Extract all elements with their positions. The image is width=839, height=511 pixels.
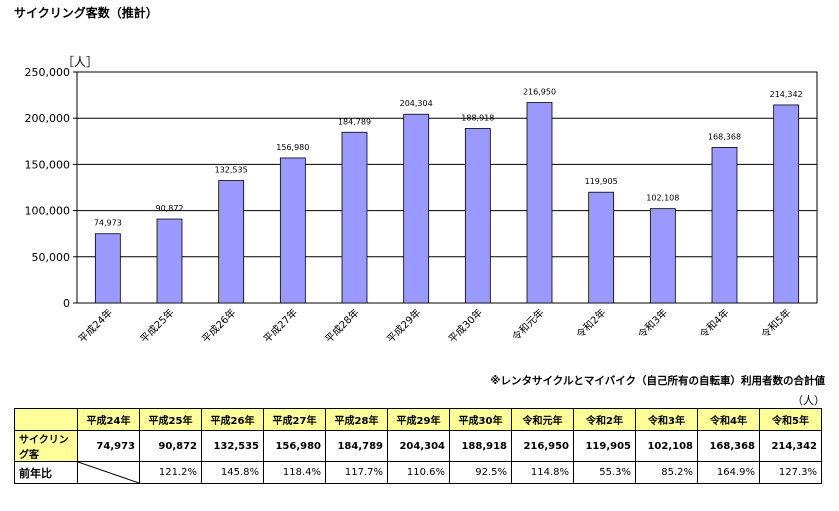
x-tick-label: 平成27年 bbox=[261, 306, 300, 345]
bar bbox=[526, 102, 553, 304]
y-axis-unit: ［人］ bbox=[62, 55, 98, 69]
table-cell-visitors: 90,872 bbox=[139, 430, 202, 462]
bar bbox=[403, 113, 430, 304]
data-labels: 74,973 90,872 132,535 156,980 184,789 204,304… bbox=[94, 88, 803, 228]
table-header-cell: 平成27年 bbox=[263, 408, 326, 431]
bar bbox=[341, 131, 368, 304]
table-header-cell: 平成28年 bbox=[325, 408, 388, 431]
data-label: 74,973 bbox=[94, 219, 122, 228]
table-cell-visitors: 74,973 bbox=[77, 430, 140, 462]
table-header-cell: 平成24年 bbox=[77, 408, 140, 431]
data-label: 214,342 bbox=[770, 90, 803, 99]
table-cell-yoy: 55.3% bbox=[573, 461, 636, 484]
table-cell-yoy: 92.5% bbox=[449, 461, 512, 484]
row-label-visitors: サイクリング客 bbox=[14, 430, 78, 462]
bar bbox=[218, 180, 245, 304]
table-cell-visitors: 119,905 bbox=[573, 430, 636, 462]
bar bbox=[588, 191, 615, 304]
data-label: 119,905 bbox=[585, 177, 618, 186]
table-row-visitors: サイクリング客 74,973 90,872 132,535 156,980 184,78… bbox=[14, 430, 822, 462]
table-cell-visitors: 214,342 bbox=[759, 430, 822, 462]
y-tick-label: 50,000 bbox=[32, 251, 71, 264]
bar bbox=[711, 147, 738, 304]
table-cell-visitors: 184,789 bbox=[325, 430, 388, 462]
table-unit: （人） bbox=[792, 394, 825, 407]
data-label: 168,368 bbox=[708, 132, 741, 141]
table-header-cell: 令和4年 bbox=[697, 408, 760, 431]
x-tick-label: 令和5年 bbox=[758, 306, 793, 341]
data-label: 132,535 bbox=[215, 166, 248, 175]
table-header-row: 平成24年 平成25年 平成26年 平成27年 平成28年 平成29年 平成30年 令和元年令… bbox=[14, 408, 822, 431]
x-tick-label: 平成28年 bbox=[322, 306, 361, 345]
table-cell-yoy: 118.4% bbox=[263, 461, 326, 484]
table-cell-yoy: 127.3% bbox=[759, 461, 822, 484]
table-cell-visitors: 204,304 bbox=[387, 430, 450, 462]
data-label: 90,872 bbox=[156, 204, 184, 213]
x-tick-label: 平成26年 bbox=[199, 306, 238, 345]
x-tick-label: 令和4年 bbox=[697, 306, 732, 341]
bar-chart: 0 50,000 100,000 150,000 200,000 250,000 平成24… bbox=[25, 55, 818, 345]
gridlines bbox=[73, 71, 817, 304]
table-cell-visitors: 156,980 bbox=[263, 430, 326, 462]
bar bbox=[156, 218, 183, 304]
x-tick-label: 令和2年 bbox=[573, 306, 608, 341]
table-header-cell: 平成26年 bbox=[201, 408, 264, 431]
y-tick-label: 0 bbox=[63, 297, 70, 310]
table-row-yoy: 前年比 121.2% 145.8% 118.4% 117.7% 110.6% 92.5% 1… bbox=[14, 461, 822, 484]
table-header-cell: 令和5年 bbox=[759, 408, 822, 431]
table-corner-cell bbox=[14, 408, 78, 431]
data-label: 156,980 bbox=[276, 143, 309, 152]
table-header-cell: 令和3年 bbox=[635, 408, 698, 431]
bar bbox=[279, 157, 306, 304]
plot-area bbox=[76, 71, 818, 304]
bar bbox=[649, 208, 676, 304]
x-tick-label: 平成29年 bbox=[384, 306, 423, 345]
data-label: 102,108 bbox=[646, 194, 679, 203]
y-tick-label: 250,000 bbox=[25, 66, 71, 79]
table-header-cell: 平成29年 bbox=[387, 408, 450, 431]
x-tick-label: 平成30年 bbox=[446, 306, 485, 345]
table-header-cell: 令和2年 bbox=[573, 408, 636, 431]
data-label: 204,304 bbox=[400, 99, 433, 108]
diagonal-line bbox=[78, 462, 139, 483]
data-label: 184,789 bbox=[338, 117, 371, 126]
chart-title: サイクリング客数（推計） bbox=[14, 6, 158, 20]
table-header-cell: 平成25年 bbox=[139, 408, 202, 431]
table-cell-yoy: 85.2% bbox=[635, 461, 698, 484]
table-cell-yoy: 117.7% bbox=[325, 461, 388, 484]
bars bbox=[94, 102, 800, 304]
table-cell-yoy: 121.2% bbox=[139, 461, 202, 484]
table-header-cell: 令和元年 bbox=[511, 408, 574, 431]
table-cell-visitors: 132,535 bbox=[201, 430, 264, 462]
x-tick-label: 平成24年 bbox=[76, 306, 115, 345]
table-cell-yoy: 164.9% bbox=[697, 461, 760, 484]
row-label-yoy: 前年比 bbox=[14, 461, 78, 484]
table-cell-visitors: 216,950 bbox=[511, 430, 574, 462]
table-cell-yoy: 114.8% bbox=[511, 461, 574, 484]
data-label: 216,950 bbox=[523, 88, 556, 97]
footnote: ※レンタサイクルとマイバイク（自己所有の自転車）利用者数の合計値 bbox=[490, 375, 825, 387]
y-tick-label: 100,000 bbox=[25, 205, 71, 218]
table-header-cell: 平成30年 bbox=[449, 408, 512, 431]
table-cell-visitors: 168,368 bbox=[697, 430, 760, 462]
x-tick-label: 平成25年 bbox=[137, 306, 176, 345]
x-tick-label: 令和3年 bbox=[635, 306, 670, 341]
bar bbox=[773, 104, 800, 304]
data-label: 188,918 bbox=[461, 113, 494, 122]
table-cell-yoy: 145.8% bbox=[201, 461, 264, 484]
table-cell-yoy: 110.6% bbox=[387, 461, 450, 484]
bar bbox=[94, 233, 121, 304]
y-tick-label: 200,000 bbox=[25, 112, 71, 125]
x-tick-labels: 平成24年 平成25年 平成26年 平成27年 平成28年 平成29年 平成30年 令和元年令… bbox=[76, 306, 794, 345]
y-tick-labels: 0 50,000 100,000 150,000 200,000 250,000 bbox=[25, 66, 71, 310]
x-tick-label: 令和元年 bbox=[509, 306, 546, 343]
table-cell-visitors: 188,918 bbox=[449, 430, 512, 462]
y-tick-label: 150,000 bbox=[25, 158, 71, 171]
table-cell-yoy bbox=[77, 461, 140, 484]
table-cell-visitors: 102,108 bbox=[635, 430, 698, 462]
data-table: 平成24年 平成25年 平成26年 平成27年 平成28年 平成29年 平成30年 令和元年令… bbox=[14, 408, 822, 484]
bar bbox=[464, 128, 491, 304]
